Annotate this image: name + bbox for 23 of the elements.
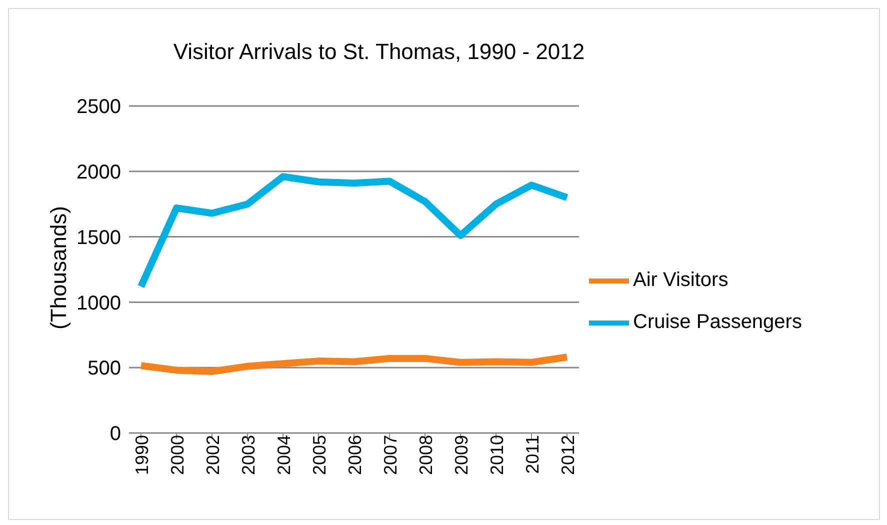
x-tick-label: 2004 [274, 435, 294, 476]
x-tick-label: 2006 [344, 435, 365, 476]
y-axis-title: (Thousands) [46, 206, 71, 330]
y-tick-label: 2000 [76, 162, 121, 184]
x-tick-label: 2009 [451, 435, 472, 476]
y-tick-label: 1000 [76, 292, 121, 314]
x-tick-label: 2012 [558, 435, 578, 476]
y-tick-label: 500 [88, 358, 121, 380]
x-tick-label: 2003 [238, 435, 258, 476]
y-tick-label: 0 [110, 423, 121, 446]
y-tick-label: 1500 [76, 226, 121, 249]
x-tick-label: 1990 [132, 435, 152, 476]
y-tick-label: 2500 [76, 96, 121, 118]
legend-label: Air Visitors [633, 269, 728, 291]
chart-title: Visitor Arrivals to St. Thomas, 1990 - 2012 [172, 39, 586, 65]
x-tick-label: 2000 [167, 435, 188, 476]
x-tick-label: 2007 [380, 435, 400, 476]
legend-label: Cruise Passengers [633, 311, 802, 333]
x-tick-label: 2005 [309, 435, 330, 476]
x-tick-label: 2008 [416, 435, 436, 476]
x-tick-label: 2011 [522, 435, 542, 474]
x-tick-label: 2002 [202, 435, 223, 476]
x-tick-label: 2010 [486, 435, 507, 476]
